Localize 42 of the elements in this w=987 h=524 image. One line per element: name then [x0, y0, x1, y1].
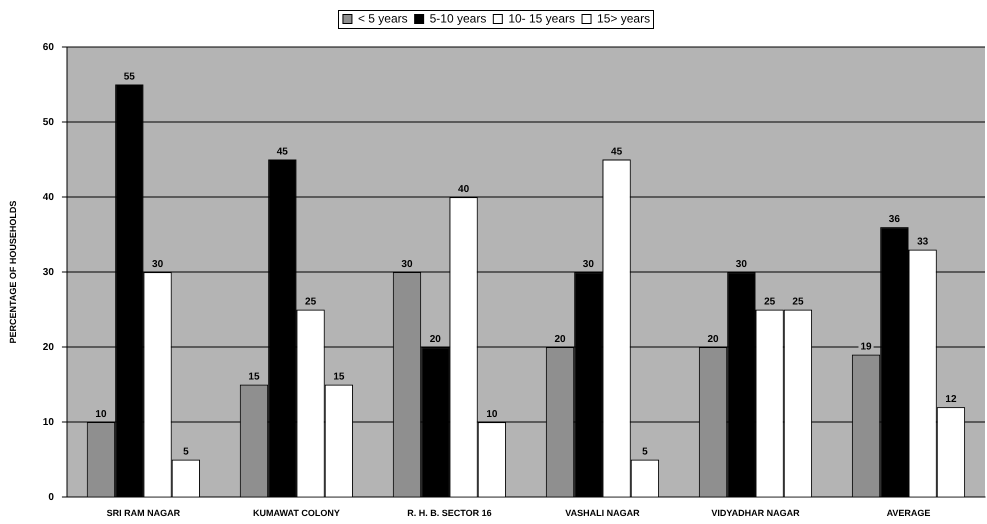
y-tick-label: 20 — [42, 342, 54, 353]
data-label: 33 — [917, 236, 929, 248]
x-tick-label: R. H. B. SECTOR 16 — [407, 508, 492, 518]
x-tick-label: VIDYADHAR NAGAR — [711, 508, 800, 518]
y-tick-label: 0 — [48, 492, 54, 503]
x-tick-label: KUMAWAT COLONY — [253, 508, 340, 518]
data-label: 15 — [248, 371, 260, 382]
data-label: 30 — [401, 258, 413, 270]
y-tick-label: 10 — [42, 416, 54, 428]
data-label: 25 — [305, 296, 317, 308]
data-label: 30 — [736, 258, 748, 270]
y-tick-label: 30 — [42, 266, 54, 278]
data-label: 45 — [276, 146, 288, 158]
data-label: 40 — [458, 184, 470, 195]
data-label: 55 — [124, 71, 136, 82]
data-label: 36 — [888, 214, 900, 225]
legend-label: < 5 years — [358, 11, 408, 26]
data-label: 10 — [95, 408, 107, 420]
data-label: 15 — [333, 371, 345, 382]
y-axis-title: PERCENTAGE OF HOUSEHOLDS — [8, 200, 18, 344]
data-label: 45 — [611, 146, 623, 158]
data-label: 5 — [183, 446, 190, 458]
x-tick-label: AVERAGE — [886, 508, 930, 518]
legend-label: 10- 15 years — [508, 11, 576, 26]
legend-label: 15> years — [597, 11, 650, 26]
data-label: 20 — [554, 334, 566, 345]
data-label: 30 — [152, 258, 164, 270]
data-label: 5 — [642, 446, 648, 458]
data-label: 12 — [945, 394, 957, 405]
data-label: 10 — [486, 408, 498, 420]
y-tick-label: 60 — [42, 42, 54, 53]
data-label: 25 — [792, 296, 804, 308]
legend-label: 5-10 years — [430, 11, 486, 26]
data-label: 20 — [430, 334, 442, 345]
data-label: 20 — [707, 334, 720, 345]
data-label: 30 — [582, 258, 594, 270]
x-tick-label: SRI RAM NAGAR — [106, 508, 181, 518]
y-tick-label: 50 — [42, 116, 54, 128]
data-label: 19 — [860, 341, 872, 352]
x-tick-label: VASHALI NAGAR — [565, 508, 640, 518]
data-label: 25 — [764, 296, 776, 308]
y-tick-label: 40 — [42, 192, 54, 203]
